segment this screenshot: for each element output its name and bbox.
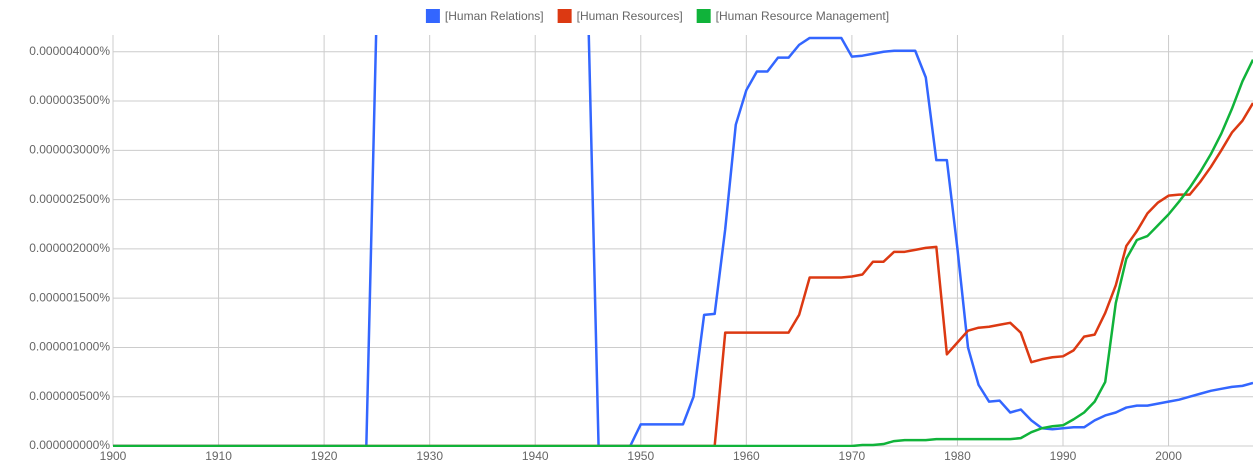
- x-tick-label: 1970: [839, 449, 866, 463]
- x-tick-label: 1960: [733, 449, 760, 463]
- legend-swatch: [425, 9, 440, 23]
- y-tick-label: 0.000002000%: [29, 241, 110, 255]
- y-tick-label: 0.000004000%: [29, 44, 110, 58]
- x-tick-label: 1950: [627, 449, 654, 463]
- y-tick-label: 0.000000500%: [29, 389, 110, 403]
- x-tick-label: 1990: [1050, 449, 1077, 463]
- y-tick-label: 0.000001000%: [29, 340, 110, 354]
- series-line: [113, 59, 1253, 447]
- series-group: [113, 35, 1253, 447]
- legend-label: [Human Relations]: [445, 9, 544, 23]
- y-tick-label: 0.000002500%: [29, 192, 110, 206]
- x-tick-label: 2000: [1155, 449, 1182, 463]
- x-tick-label: 1940: [522, 449, 549, 463]
- legend-swatch: [557, 9, 572, 23]
- legend: [Human Relations] [Human Resources] [Human…: [425, 9, 889, 23]
- y-tick-label: 0.000003000%: [29, 142, 110, 156]
- legend-swatch: [696, 9, 711, 23]
- y-tick-label: 0.000003500%: [29, 93, 110, 107]
- legend-label: [Human Resources]: [577, 9, 683, 23]
- y-tick-label: 0.000001500%: [29, 290, 110, 304]
- x-tick-label: 1930: [416, 449, 443, 463]
- x-tick-label: 1910: [205, 449, 232, 463]
- plot-area: [113, 35, 1253, 446]
- x-tick-label: 1920: [311, 449, 338, 463]
- y-tick-label: 0.000000000%: [29, 438, 110, 452]
- legend-label: [Human Resource Management]: [716, 9, 889, 23]
- x-tick-label: 1900: [100, 449, 127, 463]
- x-tick-label: 1980: [944, 449, 971, 463]
